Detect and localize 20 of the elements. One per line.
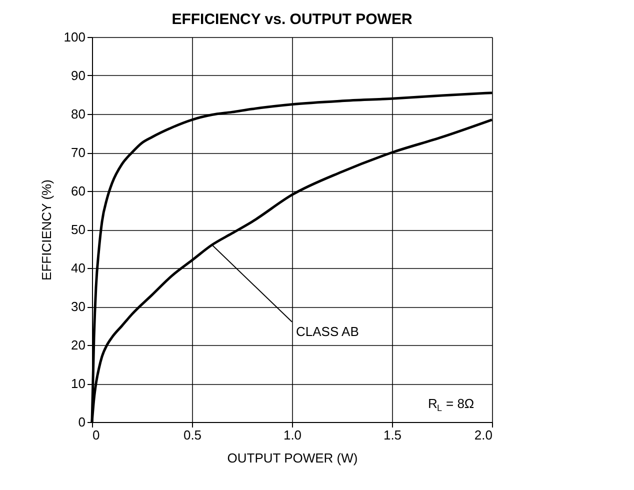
text: CLASS AB xyxy=(296,324,359,339)
y-tick-label: 20 xyxy=(71,338,86,352)
x-tick-label: 2.0 xyxy=(474,428,492,442)
x-tick-label: 0 xyxy=(92,428,100,442)
y-tick-label: 90 xyxy=(71,68,86,83)
y-tick-label: 30 xyxy=(71,299,86,314)
x-axis-title: OUTPUT POWER (W) xyxy=(227,450,358,466)
y-tick-label: 100 xyxy=(64,30,86,44)
y-tick-label: 80 xyxy=(71,106,86,122)
y-tick-label: 0 xyxy=(78,414,86,430)
y-tick-label: 10 xyxy=(71,376,86,391)
y-tick-label: 60 xyxy=(71,184,86,198)
x-tick-label: 0.5 xyxy=(183,428,202,442)
chart-title: EFFICIENCY vs. OUTPUT POWER xyxy=(172,11,412,28)
y-tick-label: 40 xyxy=(71,260,86,276)
y-tick-label: 50 xyxy=(71,222,86,237)
x-tick-label: 1.0 xyxy=(283,428,302,442)
x-tick-label: 1.5 xyxy=(383,428,402,442)
y-axis-title: EFFICIENCY (%) xyxy=(38,180,54,280)
y-tick-label: 70 xyxy=(71,145,86,160)
